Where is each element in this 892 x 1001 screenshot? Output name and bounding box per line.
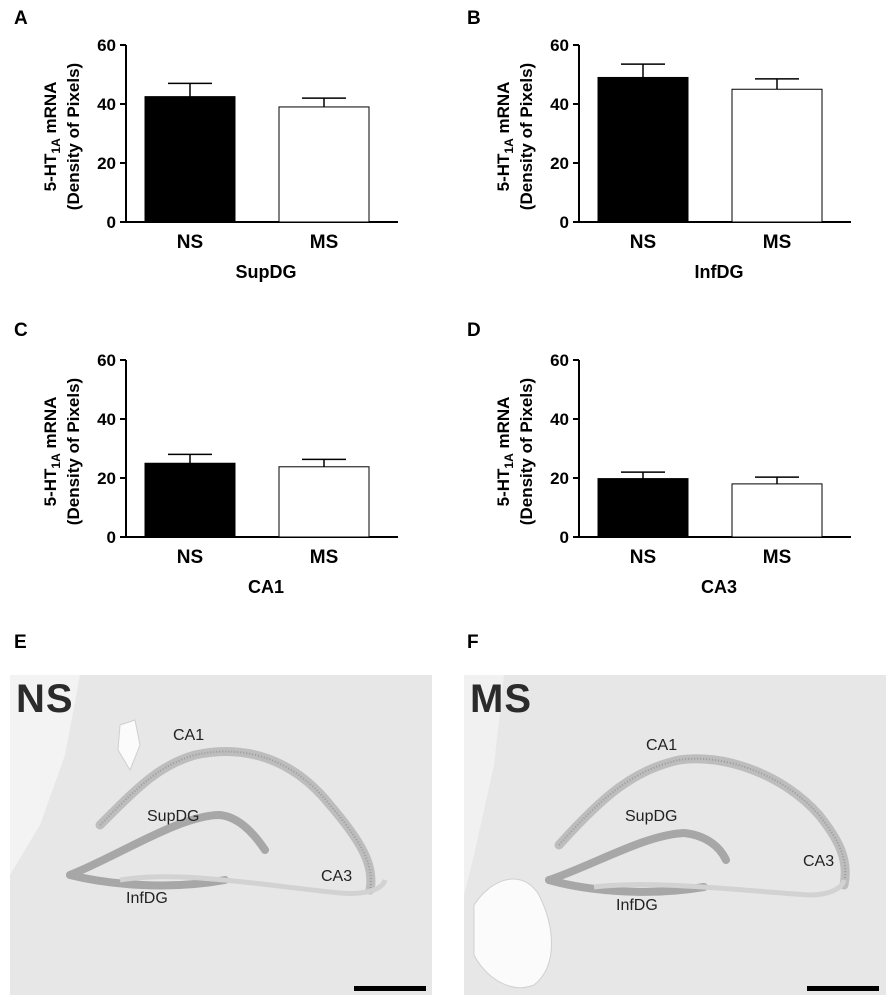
y-tick-label: 40 <box>550 410 569 429</box>
bar-ns <box>144 462 236 538</box>
y-tick-label: 60 <box>550 351 569 370</box>
bar-ms <box>731 88 823 223</box>
y-axis-title: 5-HT1A mRNA <box>41 82 63 192</box>
micrograph-ns: NS CA1 SupDG InfDG CA3 <box>10 675 432 995</box>
x-category-label: MS <box>763 547 792 568</box>
panel-letter-a: A <box>14 8 28 29</box>
y-axis-title-units: (Density of Pixels) <box>517 378 536 525</box>
region-label-supdg: SupDG <box>625 808 678 825</box>
region-label-infdg: InfDG <box>616 897 658 914</box>
x-category-label: MS <box>763 232 792 253</box>
y-tick-label: 60 <box>97 351 116 370</box>
bar-ms <box>278 106 370 223</box>
bar-chart-ca1: 0 20 40 60 NS MS CA1 5-HT1A mRNA (Density of Pix… <box>41 351 398 597</box>
x-axis-title: SupDG <box>236 262 297 282</box>
y-tick-label: 60 <box>550 36 569 55</box>
bar-ns <box>597 76 689 223</box>
y-tick-label: 40 <box>550 95 569 114</box>
y-axis-title: 5-HT1A mRNA <box>41 397 63 507</box>
x-axis-title: CA1 <box>248 577 284 597</box>
y-tick-label: 20 <box>97 469 116 488</box>
y-axis-title-units: (Density of Pixels) <box>517 63 536 210</box>
x-category-label: NS <box>630 547 656 568</box>
panel-letter-b: B <box>467 8 481 29</box>
y-tick-label: 20 <box>550 469 569 488</box>
y-axis-title: 5-HT1A mRNA <box>494 82 516 192</box>
region-label-ca1: CA1 <box>646 737 678 754</box>
hippocampus-section-ns <box>10 675 432 995</box>
bar-ns <box>144 96 236 223</box>
y-tick-label: 40 <box>97 95 116 114</box>
y-tick-label: 60 <box>97 36 116 55</box>
scale-bar <box>354 986 426 991</box>
y-tick-label: 40 <box>97 410 116 429</box>
condition-label-ms: MS <box>470 677 532 721</box>
panel-letter-d: D <box>467 320 481 341</box>
bar-ns <box>597 478 689 538</box>
panel-letter-f: F <box>467 632 479 653</box>
x-category-label: MS <box>310 547 339 568</box>
bar-ms <box>278 466 370 538</box>
y-tick-label: 0 <box>107 213 116 232</box>
panel-letter-c: C <box>14 320 28 341</box>
region-label-ca1: CA1 <box>173 727 205 744</box>
bar-chart-supdg: 0 20 40 60 NS MS SupDG 5-HT1A mRNA (Density of P… <box>41 36 398 282</box>
y-tick-label: 0 <box>560 528 569 547</box>
hippocampus-section-ms <box>464 675 886 995</box>
x-category-label: NS <box>630 232 656 253</box>
region-label-ca3: CA3 <box>803 853 835 870</box>
bar-chart-ca3: 0 20 40 60 NS MS CA3 5-HT1A mRNA (Density of Pix… <box>494 351 851 597</box>
region-label-infdg: InfDG <box>126 890 168 907</box>
x-category-label: MS <box>310 232 339 253</box>
x-axis-title: InfDG <box>695 262 744 282</box>
x-category-label: NS <box>177 232 203 253</box>
y-axis-title: 5-HT1A mRNA <box>494 397 516 507</box>
bar-ms <box>731 483 823 538</box>
x-category-label: NS <box>177 547 203 568</box>
y-axis-title-units: (Density of Pixels) <box>64 63 83 210</box>
region-label-supdg: SupDG <box>147 808 200 825</box>
y-tick-label: 0 <box>560 213 569 232</box>
x-axis-title: CA3 <box>701 577 737 597</box>
y-axis-title-units: (Density of Pixels) <box>64 378 83 525</box>
y-tick-label: 20 <box>550 154 569 173</box>
micrograph-ms: MS CA1 SupDG InfDG CA3 <box>464 675 886 995</box>
y-tick-label: 20 <box>97 154 116 173</box>
panel-letter-e: E <box>14 632 27 653</box>
scale-bar <box>807 986 879 991</box>
y-tick-label: 0 <box>107 528 116 547</box>
bar-chart-infdg: 0 20 40 60 NS MS InfDG 5-HT1A mRNA (Density of P… <box>494 36 851 282</box>
condition-label-ns: NS <box>16 677 74 721</box>
region-label-ca3: CA3 <box>321 868 353 885</box>
